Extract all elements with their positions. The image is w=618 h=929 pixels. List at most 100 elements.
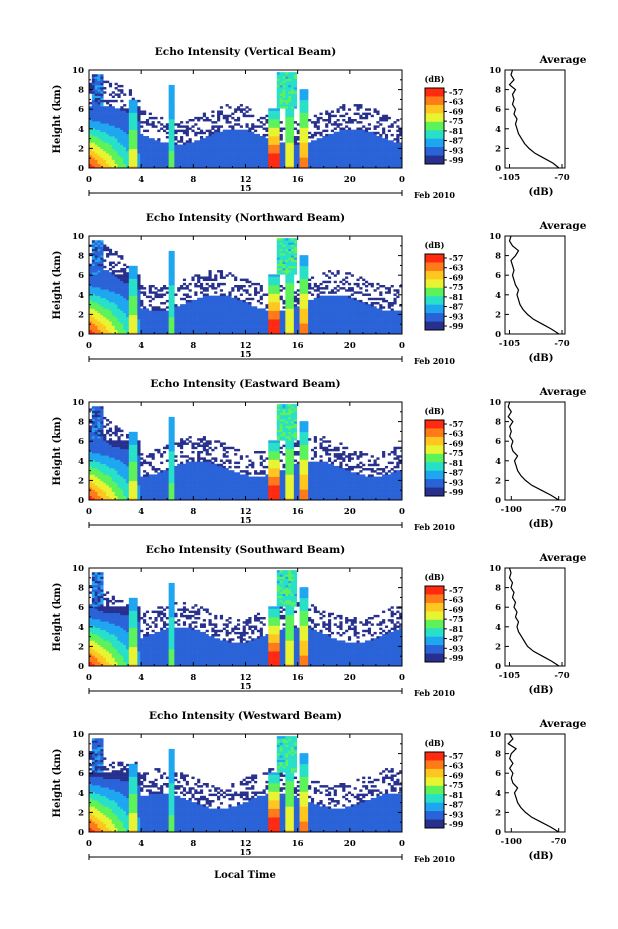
y-tick-label: 6 — [78, 437, 84, 447]
average-y-tick-label: 6 — [495, 437, 501, 447]
colorbar-swatch — [425, 96, 444, 105]
x-tick-label: 0 — [399, 507, 405, 517]
x-tick-label: 4 — [138, 507, 144, 517]
average-y-tick-label: 6 — [495, 603, 501, 613]
y-tick-label: 4 — [78, 789, 84, 799]
colorbar-tick-label: -93 — [449, 809, 464, 819]
y-tick-label: 6 — [78, 271, 84, 281]
colorbar-tick-label: -99 — [449, 321, 464, 331]
y-tick-label: 4 — [78, 457, 84, 467]
colorbar-tick-label: -63 — [449, 761, 464, 771]
colorbar-tick-label: -63 — [449, 595, 464, 605]
panel-4: Echo Intensity (Southward Beam)0246810He… — [52, 544, 587, 698]
y-tick-label: 10 — [72, 730, 84, 740]
y-axis-label: Height (km) — [52, 583, 63, 652]
colorbar-swatch — [425, 786, 444, 795]
colorbar-tick-label: -63 — [449, 263, 464, 273]
heatmap-cells — [89, 736, 402, 832]
colorbar-tick-label: -75 — [449, 116, 463, 126]
colorbar-tick-label: -57 — [449, 253, 463, 263]
colorbar-tick-label: -75 — [449, 282, 463, 292]
y-tick-label: 10 — [72, 564, 84, 574]
y-tick-label: 2 — [78, 476, 84, 486]
average-frame — [505, 402, 565, 500]
y-tick-label: 4 — [78, 291, 84, 301]
y-tick-label: 10 — [72, 232, 84, 242]
colorbar-swatch — [425, 122, 444, 131]
date-month-label: Feb 2010 — [414, 522, 455, 532]
date-month-label: Feb 2010 — [414, 190, 455, 200]
average-title: Average — [539, 220, 587, 232]
echo-intensity-figure: Echo Intensity (Vertical Beam)0246810Hei… — [0, 0, 618, 929]
x-tick-label: 0 — [86, 839, 92, 849]
colorbar-swatch — [425, 462, 444, 471]
colorbar: (dB)-57-63-69-75-81-87-93-99 — [425, 406, 464, 497]
y-tick-label: 8 — [78, 252, 84, 262]
colorbar-swatch — [425, 628, 444, 637]
x-tick-label: 8 — [190, 175, 196, 185]
average-y-tick-label: 2 — [495, 808, 501, 818]
colorbar-tick-label: -99 — [449, 653, 464, 663]
x-tick-label: 0 — [86, 673, 92, 683]
colorbar-swatch — [425, 637, 444, 646]
colorbar-swatch — [425, 794, 444, 803]
colorbar-swatch — [425, 288, 444, 297]
y-tick-label: 8 — [78, 86, 84, 96]
average-y-tick-label: 8 — [495, 750, 501, 760]
colorbar-swatch — [425, 803, 444, 812]
y-tick-label: 8 — [78, 584, 84, 594]
y-tick-label: 2 — [78, 310, 84, 320]
average-line — [508, 734, 559, 832]
average-y-tick-label: 4 — [495, 623, 501, 633]
colorbar-unit: (dB) — [425, 738, 445, 748]
average-x-label: (dB) — [529, 353, 554, 364]
x-tick-label: 4 — [138, 673, 144, 683]
panels-group: Echo Intensity (Vertical Beam)0246810Hei… — [52, 46, 587, 864]
colorbar-swatch — [425, 130, 444, 139]
y-tick-label: 2 — [78, 808, 84, 818]
colorbar: (dB)-57-63-69-75-81-87-93-99 — [425, 572, 464, 663]
colorbar-tick-label: -87 — [449, 302, 463, 312]
average-title: Average — [539, 552, 587, 564]
average-y-tick-label: 2 — [495, 476, 501, 486]
y-tick-label: 0 — [78, 662, 84, 672]
colorbar: (dB)-57-63-69-75-81-87-93-99 — [425, 240, 464, 331]
average-y-tick-label: 6 — [495, 271, 501, 281]
colorbar-swatch — [425, 752, 444, 761]
colorbar: (dB)-57-63-69-75-81-87-93-99 — [425, 738, 464, 829]
colorbar-swatch — [425, 139, 444, 148]
average-line — [510, 236, 560, 334]
colorbar-tick-label: -93 — [449, 477, 464, 487]
date-day-label: 15 — [240, 350, 252, 360]
average-y-tick-label: 6 — [495, 769, 501, 779]
y-tick-label: 0 — [78, 496, 84, 506]
date-month-label: Feb 2010 — [414, 854, 455, 864]
y-tick-label: 0 — [78, 330, 84, 340]
average-y-tick-label: 4 — [495, 125, 501, 135]
colorbar-tick-label: -69 — [449, 272, 464, 282]
average-y-tick-label: 2 — [495, 144, 501, 154]
y-tick-label: 10 — [72, 66, 84, 76]
x-tick-label: 0 — [86, 175, 92, 185]
date-day-label: 15 — [240, 516, 252, 526]
colorbar-swatch — [425, 777, 444, 786]
average-x-tick-label: -100 — [501, 505, 522, 515]
colorbar-swatch — [425, 445, 444, 454]
colorbar-swatch — [425, 611, 444, 620]
colorbar-swatch — [425, 603, 444, 612]
average-x-tick-label: -70 — [554, 339, 569, 349]
y-tick-label: 6 — [78, 769, 84, 779]
colorbar-swatch — [425, 156, 444, 165]
average-y-tick-label: 8 — [495, 584, 501, 594]
colorbar-swatch — [425, 586, 444, 595]
x-tick-label: 0 — [86, 341, 92, 351]
colorbar-swatch — [425, 296, 444, 305]
colorbar-swatch — [425, 279, 444, 288]
x-tick-label: 8 — [190, 507, 196, 517]
x-tick-label: 4 — [138, 341, 144, 351]
panel-title: Echo Intensity (Southward Beam) — [146, 544, 345, 556]
heatmap-cells — [89, 570, 402, 666]
y-tick-label: 0 — [78, 164, 84, 174]
colorbar-swatch — [425, 594, 444, 603]
